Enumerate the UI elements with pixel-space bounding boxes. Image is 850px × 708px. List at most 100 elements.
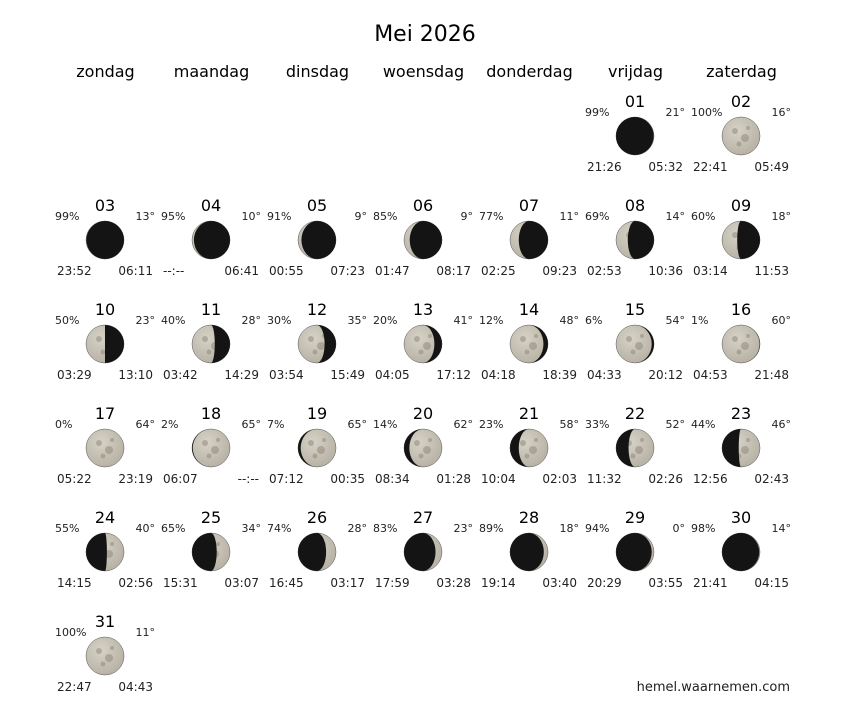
moon-phase-icon bbox=[85, 532, 125, 572]
illumination-percent: 30% bbox=[267, 314, 292, 327]
day-cell: 30 98% 14° 21:41 04:15 bbox=[689, 508, 793, 604]
moon-phase-icon bbox=[509, 220, 549, 260]
moonrise-time: 23:52 bbox=[57, 264, 92, 278]
illumination-percent: 44% bbox=[691, 418, 716, 431]
illumination-percent: 20% bbox=[373, 314, 398, 327]
moon-altitude: 48° bbox=[559, 314, 580, 327]
moonset-time: 03:17 bbox=[330, 576, 365, 590]
moon-phase-icon bbox=[403, 324, 443, 364]
moon-phase-icon bbox=[615, 428, 655, 468]
moonrise-time: 21:41 bbox=[693, 576, 728, 590]
moonset-time: 10:36 bbox=[648, 264, 683, 278]
moonrise-time: 03:54 bbox=[269, 368, 304, 382]
illumination-percent: 23% bbox=[479, 418, 504, 431]
moonset-time: 02:56 bbox=[118, 576, 153, 590]
moon-phase-icon bbox=[85, 220, 125, 260]
day-number: 04 bbox=[200, 196, 222, 215]
moonrise-time: 21:26 bbox=[587, 160, 622, 174]
day-cell: 01 99% 21° 21:26 05:32 bbox=[583, 92, 687, 188]
moon-altitude: 9° bbox=[460, 210, 474, 223]
day-number: 19 bbox=[306, 404, 328, 423]
moon-phase-icon bbox=[509, 532, 549, 572]
moonset-time: 03:40 bbox=[542, 576, 577, 590]
moonset-time: 06:11 bbox=[118, 264, 153, 278]
moonset-time: 04:15 bbox=[754, 576, 789, 590]
day-cell: 05 91% 9° 00:55 07:23 bbox=[265, 196, 369, 292]
moon-phase-icon bbox=[615, 324, 655, 364]
illumination-percent: 91% bbox=[267, 210, 292, 223]
moon-altitude: 28° bbox=[241, 314, 262, 327]
moonrise-time: 15:31 bbox=[163, 576, 198, 590]
moonset-time: 21:48 bbox=[754, 368, 789, 382]
illumination-percent: 7% bbox=[267, 418, 285, 431]
moon-phase-icon bbox=[191, 428, 231, 468]
moonset-time: 00:35 bbox=[330, 472, 365, 486]
moon-altitude: 60° bbox=[771, 314, 792, 327]
day-number: 05 bbox=[306, 196, 328, 215]
moonrise-time: 05:22 bbox=[57, 472, 92, 486]
day-number: 12 bbox=[306, 300, 328, 319]
moon-altitude: 10° bbox=[241, 210, 262, 223]
day-cell: 13 20% 41° 04:05 17:12 bbox=[371, 300, 475, 396]
illumination-percent: 60% bbox=[691, 210, 716, 223]
moonrise-time: 12:56 bbox=[693, 472, 728, 486]
moon-phase-icon bbox=[297, 532, 337, 572]
weekday-saturday: zaterdag bbox=[706, 62, 777, 81]
day-number: 21 bbox=[518, 404, 540, 423]
moonset-time: 15:49 bbox=[330, 368, 365, 382]
moonrise-time: 08:34 bbox=[375, 472, 410, 486]
moon-altitude: 52° bbox=[665, 418, 686, 431]
illumination-percent: 89% bbox=[479, 522, 504, 535]
illumination-percent: 74% bbox=[267, 522, 292, 535]
moon-altitude: 9° bbox=[354, 210, 368, 223]
moonset-time: 08:17 bbox=[436, 264, 471, 278]
moon-altitude: 35° bbox=[347, 314, 368, 327]
moonset-time: 02:26 bbox=[648, 472, 683, 486]
moon-phase-icon bbox=[615, 116, 655, 156]
day-number: 28 bbox=[518, 508, 540, 527]
moon-altitude: 18° bbox=[771, 210, 792, 223]
day-cell: 14 12% 48° 04:18 18:39 bbox=[477, 300, 581, 396]
illumination-percent: 100% bbox=[55, 626, 87, 639]
day-number: 10 bbox=[94, 300, 116, 319]
day-cell: 10 50% 23° 03:29 13:10 bbox=[53, 300, 157, 396]
moonset-time: 20:12 bbox=[648, 368, 683, 382]
illumination-percent: 12% bbox=[479, 314, 504, 327]
moon-phase-icon bbox=[191, 220, 231, 260]
day-cell: 18 2% 65° 06:07 --:-- bbox=[159, 404, 263, 500]
day-number: 07 bbox=[518, 196, 540, 215]
moon-altitude: 13° bbox=[135, 210, 156, 223]
moonrise-time: 17:59 bbox=[375, 576, 410, 590]
day-cell: 07 77% 11° 02:25 09:23 bbox=[477, 196, 581, 292]
moonrise-time: 19:14 bbox=[481, 576, 516, 590]
moon-phase-icon bbox=[509, 324, 549, 364]
moon-altitude: 64° bbox=[135, 418, 156, 431]
day-cell: 02 100% 16° 22:41 05:49 bbox=[689, 92, 793, 188]
weekday-tuesday: dinsdag bbox=[285, 62, 350, 81]
moonset-time: 06:41 bbox=[224, 264, 259, 278]
moonrise-time: 06:07 bbox=[163, 472, 198, 486]
day-number: 09 bbox=[730, 196, 752, 215]
moonset-time: --:-- bbox=[237, 472, 259, 486]
moonrise-time: 22:41 bbox=[693, 160, 728, 174]
weekday-monday: maandag bbox=[173, 62, 250, 81]
moon-altitude: 23° bbox=[135, 314, 156, 327]
moon-altitude: 14° bbox=[771, 522, 792, 535]
moonrise-time: 00:55 bbox=[269, 264, 304, 278]
illumination-percent: 94% bbox=[585, 522, 610, 535]
moon-altitude: 16° bbox=[771, 106, 792, 119]
day-cell: 17 0% 64° 05:22 23:19 bbox=[53, 404, 157, 500]
day-cell: 20 14% 62° 08:34 01:28 bbox=[371, 404, 475, 500]
day-cell: 19 7% 65° 07:12 00:35 bbox=[265, 404, 369, 500]
illumination-percent: 85% bbox=[373, 210, 398, 223]
moon-phase-icon bbox=[509, 428, 549, 468]
day-number: 20 bbox=[412, 404, 434, 423]
moon-altitude: 18° bbox=[559, 522, 580, 535]
day-cell: 12 30% 35° 03:54 15:49 bbox=[265, 300, 369, 396]
moonrise-time: 04:18 bbox=[481, 368, 516, 382]
moonset-time: 05:49 bbox=[754, 160, 789, 174]
moon-phase-icon bbox=[191, 324, 231, 364]
weekday-friday: vrijdag bbox=[607, 62, 664, 81]
weekday-wednesday: woensdag bbox=[382, 62, 465, 81]
